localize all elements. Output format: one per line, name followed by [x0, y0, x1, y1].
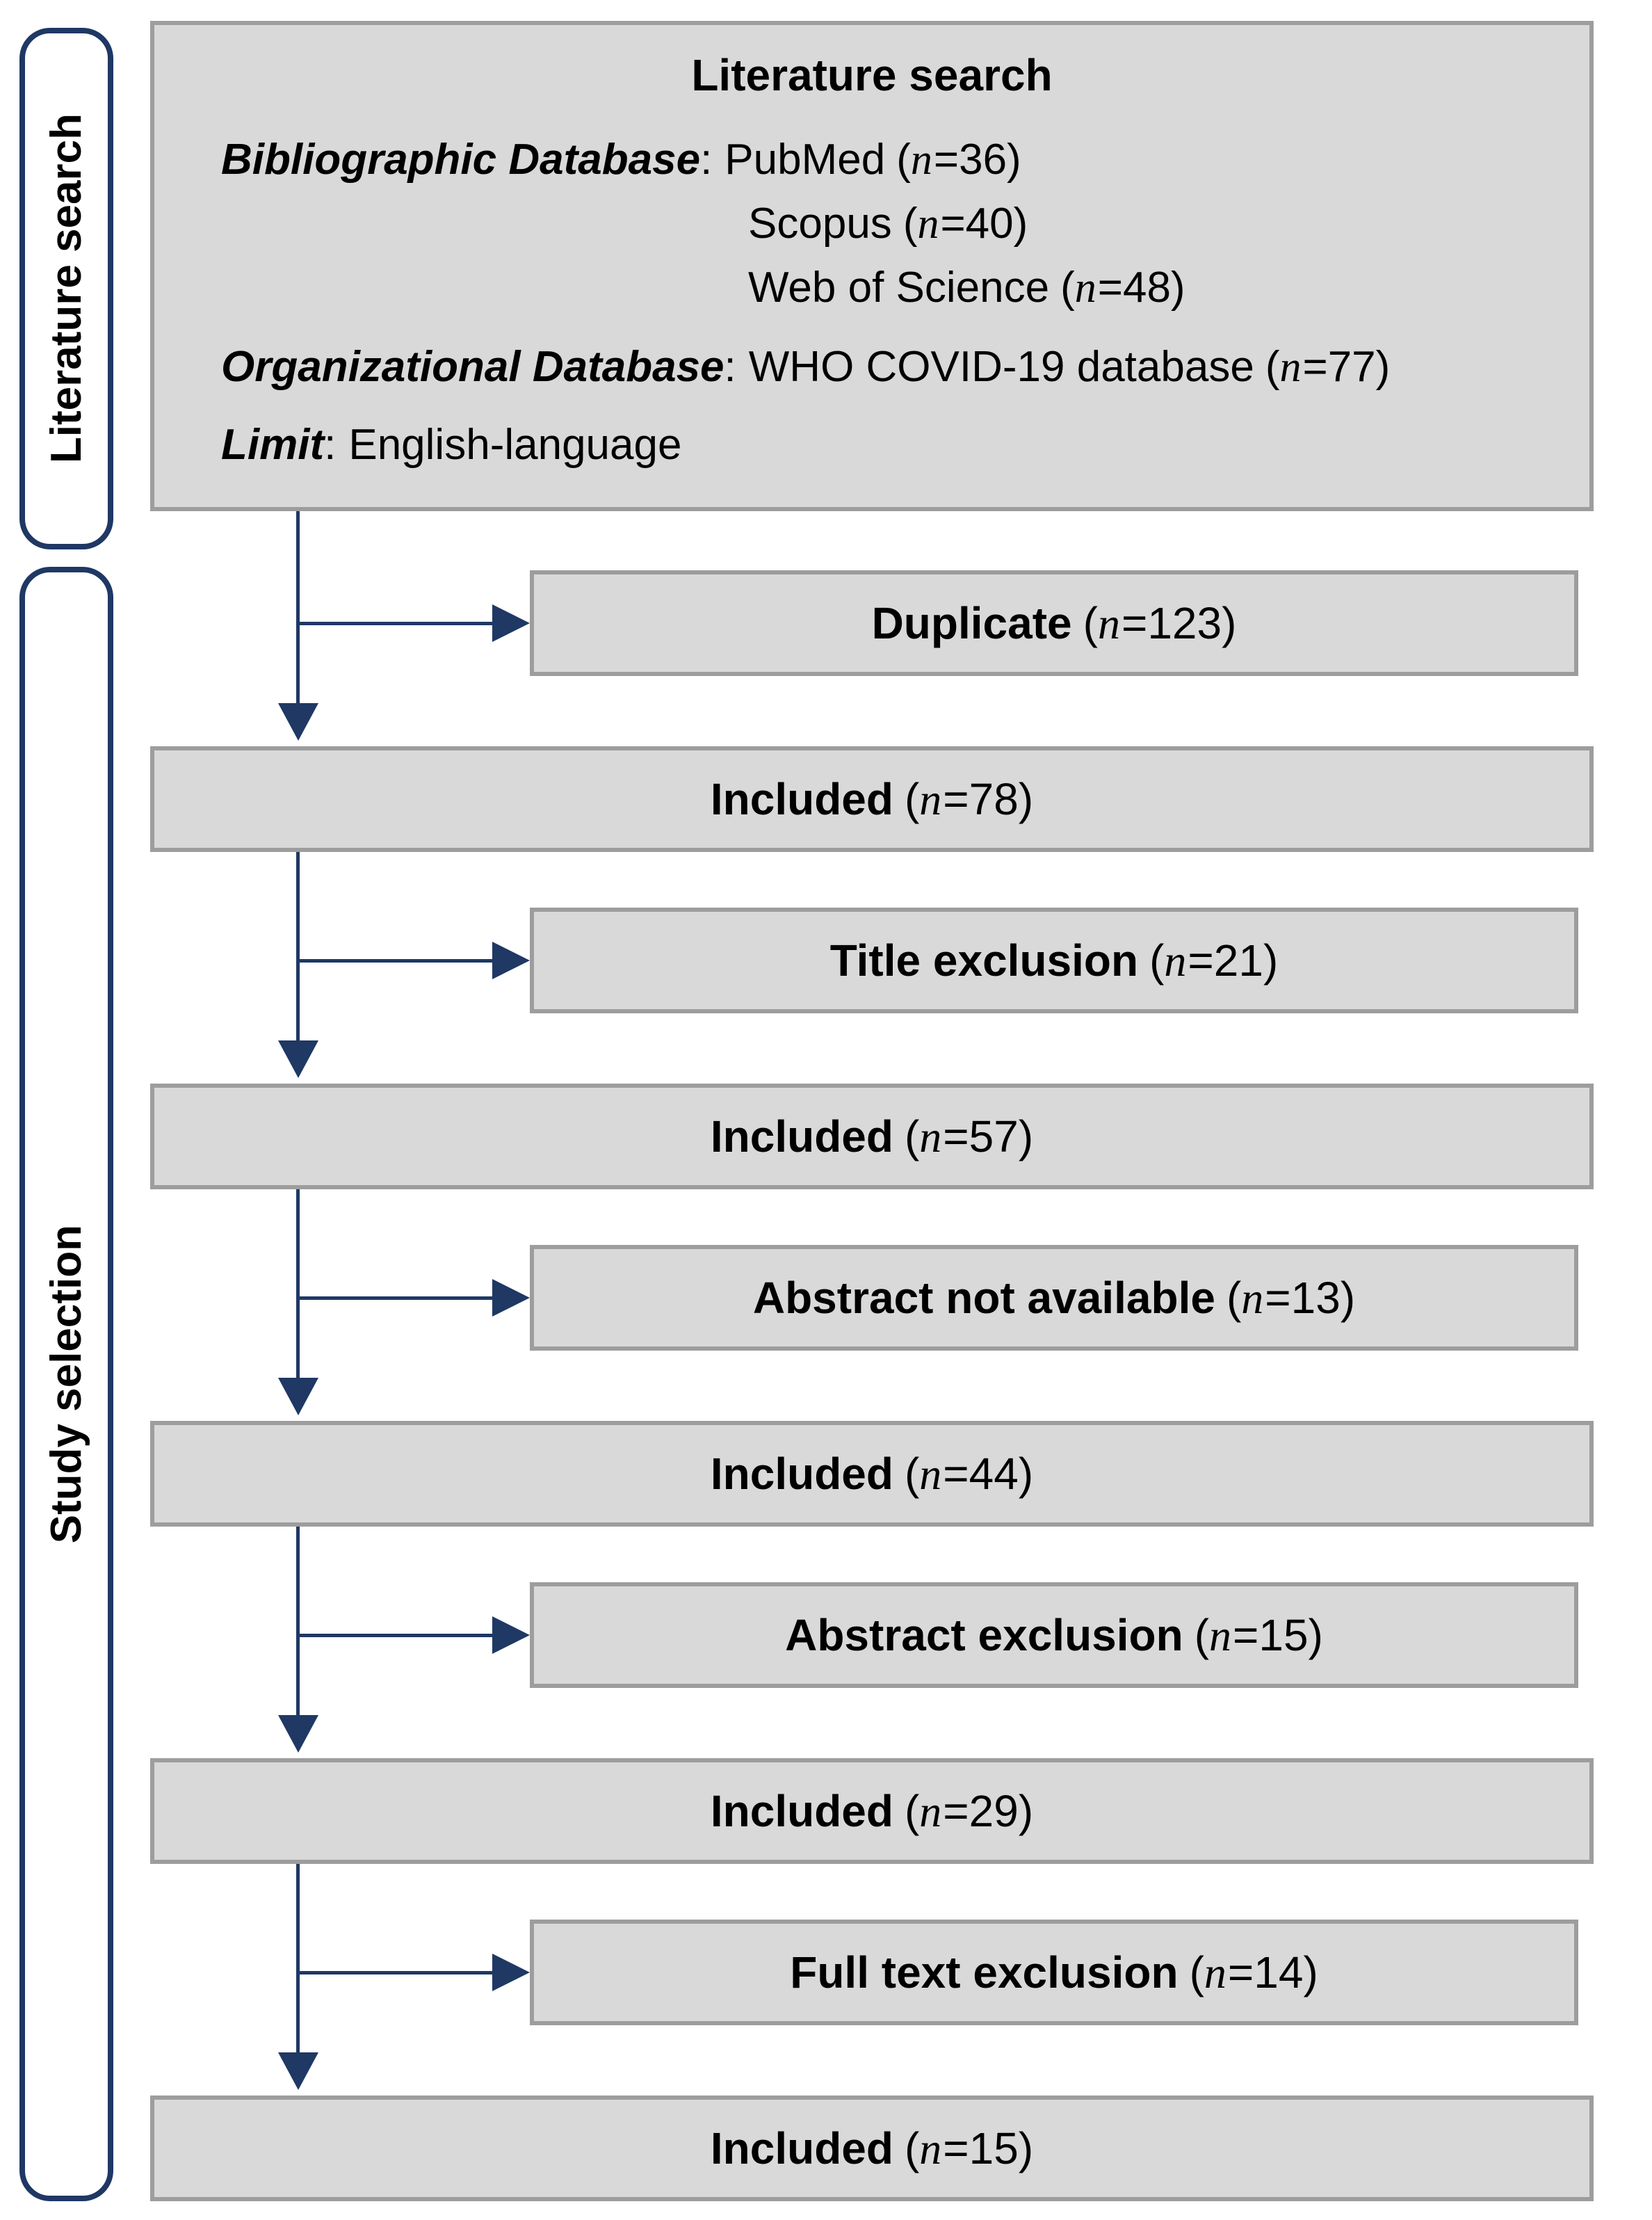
- down-arrow-icon: [278, 2052, 318, 2090]
- abstract-exclusion-box: Abstract exclusion (n=15): [530, 1582, 1578, 1688]
- flow-line-3: [296, 1189, 300, 1378]
- literature-search-box: Literature search Bibliographic Database…: [150, 21, 1594, 511]
- limit-value: English-language: [348, 421, 682, 469]
- who-covid-count: (n=77): [1265, 343, 1391, 391]
- branch-line-duplicate: [298, 622, 494, 625]
- limit-line: Limit: English-language: [221, 421, 682, 469]
- database-scopus-line: Scopus (n=40): [748, 192, 1589, 256]
- included-box-29: Included (n=29): [150, 1758, 1594, 1864]
- branch-line-abstract-exclusion: [298, 1634, 494, 1637]
- organizational-database-line: Organizational Database: WHO COVID-19 dat…: [221, 343, 1391, 391]
- full-text-exclusion-box: Full text exclusion (n=14): [530, 1920, 1578, 2025]
- flow-line-1: [296, 511, 300, 703]
- right-arrow-icon: [492, 1616, 530, 1654]
- literature-search-details: Bibliographic Database: PubMed (n=36) Scop…: [154, 128, 1589, 477]
- bibliographic-database-line: Bibliographic Database: PubMed (n=36): [221, 136, 1021, 184]
- flow-line-4: [296, 1527, 300, 1715]
- included-box-44: Included (n=44): [150, 1421, 1594, 1527]
- database-wos-line: Web of Science (n=48): [748, 256, 1589, 320]
- right-arrow-icon: [492, 1954, 530, 1991]
- included-box-78: Included (n=78): [150, 746, 1594, 852]
- abstract-not-available-box: Abstract not available (n=13): [530, 1245, 1578, 1351]
- database-pubmed: PubMed: [724, 136, 886, 184]
- database-scopus: Scopus: [748, 200, 892, 248]
- scopus-count: (n=40): [902, 200, 1028, 248]
- included-box-57: Included (n=57): [150, 1084, 1594, 1189]
- branch-line-title-exclusion: [298, 959, 494, 963]
- stage-label-literature-search: Literature search: [19, 28, 113, 549]
- pubmed-count: (n=36): [896, 136, 1021, 184]
- stage-label-text: Study selection: [42, 1224, 90, 1544]
- literature-search-title: Literature search: [691, 50, 1053, 100]
- flow-line-2: [296, 852, 300, 1040]
- stage-label-study-selection: Study selection: [19, 567, 113, 2201]
- database-web-of-science: Web of Science: [748, 264, 1050, 312]
- flow-line-5: [296, 1864, 300, 2052]
- limit-label: Limit: [221, 421, 325, 469]
- branch-line-full-text-exclusion: [298, 1971, 494, 1974]
- down-arrow-icon: [278, 1040, 318, 1078]
- duplicate-box: Duplicate (n=123): [530, 570, 1578, 676]
- bibliographic-database-label: Bibliographic Database: [221, 136, 701, 184]
- included-box-15: Included (n=15): [150, 2096, 1594, 2201]
- branch-line-abstract-not-available: [298, 1296, 494, 1300]
- right-arrow-icon: [492, 1279, 530, 1317]
- database-who-covid: WHO COVID-19 database: [748, 343, 1254, 391]
- down-arrow-icon: [278, 703, 318, 741]
- web-of-science-count: (n=48): [1060, 264, 1185, 312]
- stage-label-text: Literature search: [42, 113, 90, 464]
- right-arrow-icon: [492, 604, 530, 642]
- title-exclusion-box: Title exclusion (n=21): [530, 908, 1578, 1013]
- right-arrow-icon: [492, 942, 530, 979]
- organizational-database-label: Organizational Database: [221, 343, 724, 391]
- down-arrow-icon: [278, 1715, 318, 1753]
- down-arrow-icon: [278, 1378, 318, 1415]
